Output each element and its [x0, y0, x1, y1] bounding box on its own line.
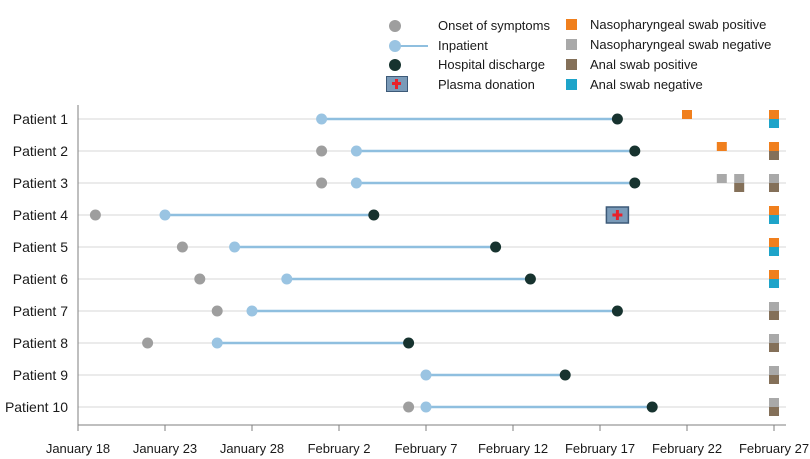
legend-np-neg: Nasopharyngeal swab negative [564, 37, 771, 52]
x-tick-label: January 18 [46, 441, 110, 456]
anal-positive-swatch-icon [564, 58, 582, 72]
patient-label: Patient 4 [13, 207, 68, 223]
legend-anal-neg: Anal swab negative [564, 77, 703, 92]
np-swab-positive [769, 270, 779, 279]
discharge-point [559, 369, 571, 381]
inpatient-marker-icon [386, 39, 428, 53]
admission-point [420, 401, 432, 413]
anal-swab-positive [769, 375, 779, 384]
patient-label: Patient 7 [13, 303, 68, 319]
discharge-point [368, 209, 380, 221]
np-swab-negative [769, 334, 779, 343]
anal-swab-positive [769, 343, 779, 352]
admission-point [281, 273, 293, 285]
admission-point [420, 369, 432, 381]
patient-label: Patient 10 [5, 399, 68, 415]
legend-plasma: Plasma donation [386, 76, 535, 92]
onset-marker-icon [386, 19, 404, 33]
np-swab-positive [769, 206, 779, 215]
admission-point [350, 177, 362, 189]
legend-anal-pos-label: Anal swab positive [590, 57, 698, 72]
admission-point [246, 305, 258, 317]
np-swab-positive [769, 142, 779, 151]
anal-swab-positive [769, 183, 779, 192]
legend-inpatient-label: Inpatient [438, 38, 488, 53]
onset-point [316, 145, 328, 157]
anal-swab-negative [769, 215, 779, 224]
x-tick-label: February 17 [565, 441, 635, 456]
legend-onset-label: Onset of symptoms [438, 18, 550, 33]
x-tick-label: February 7 [395, 441, 458, 456]
legend-inpatient: Inpatient [386, 38, 488, 53]
anal-swab-positive [769, 311, 779, 320]
x-tick-label: February 2 [308, 441, 371, 456]
plasma-donation-icon [386, 76, 410, 92]
admission-point [159, 209, 171, 221]
np-swab-negative [716, 174, 727, 183]
discharge-point [611, 305, 623, 317]
onset-point [176, 241, 188, 253]
onset-point [89, 209, 101, 221]
discharge-point [524, 273, 536, 285]
np-swab-positive [682, 110, 692, 119]
onset-point [211, 305, 223, 317]
admission-point [350, 145, 362, 157]
anal-swab-positive [734, 183, 745, 192]
discharge-point [490, 241, 502, 253]
legend-discharge-label: Hospital discharge [438, 57, 545, 72]
np-swab-negative [769, 398, 779, 407]
admission-point [211, 337, 223, 349]
np-positive-swatch-icon [564, 18, 582, 32]
discharge-point [403, 337, 415, 349]
patient-label: Patient 6 [13, 271, 68, 287]
legend-anal-pos: Anal swab positive [564, 57, 698, 72]
legend-onset: Onset of symptoms [386, 18, 550, 33]
np-swab-negative [734, 174, 745, 183]
patient-label: Patient 5 [13, 239, 68, 255]
onset-point [316, 177, 328, 189]
anal-swab-positive [769, 151, 779, 160]
patient-label: Patient 1 [13, 111, 68, 127]
discharge-marker-icon [386, 58, 404, 72]
legend-np-neg-label: Nasopharyngeal swab negative [590, 37, 772, 52]
patient-label: Patient 9 [13, 367, 68, 383]
anal-swab-negative [769, 119, 779, 128]
patient-label: Patient 8 [13, 335, 68, 351]
np-swab-positive [769, 238, 779, 247]
np-swab-negative [769, 174, 779, 183]
patient-label: Patient 3 [13, 175, 68, 191]
legend-anal-neg-label: Anal swab negative [590, 77, 703, 92]
onset-point [194, 273, 206, 285]
legend-discharge: Hospital discharge [386, 57, 545, 72]
anal-negative-swatch-icon [564, 78, 582, 92]
legend-np-pos-label: Nasopharyngeal swab positive [590, 17, 767, 32]
np-swab-negative [769, 302, 779, 311]
onset-point [142, 337, 154, 349]
np-negative-swatch-icon [564, 38, 582, 52]
x-tick-label: February 12 [478, 441, 548, 456]
x-tick-label: January 23 [133, 441, 197, 456]
discharge-point [629, 177, 641, 189]
onset-point [403, 401, 415, 413]
admission-point [316, 113, 328, 125]
anal-swab-positive [769, 407, 779, 416]
patient-label: Patient 2 [13, 143, 68, 159]
np-swab-positive [769, 110, 779, 119]
legend-plasma-label: Plasma donation [438, 76, 535, 92]
x-tick-label: February 27 [739, 441, 809, 456]
anal-swab-negative [769, 247, 779, 256]
discharge-point [611, 113, 623, 125]
discharge-point [629, 145, 641, 157]
anal-swab-negative [769, 279, 779, 288]
np-swab-positive [716, 142, 727, 151]
np-swab-negative [769, 366, 779, 375]
discharge-point [646, 401, 658, 413]
legend: Onset of symptoms Inpatient Hospital dis… [0, 0, 810, 100]
admission-point [229, 241, 241, 253]
x-tick-label: February 22 [652, 441, 722, 456]
x-tick-label: January 28 [220, 441, 284, 456]
legend-np-pos: Nasopharyngeal swab positive [564, 17, 766, 32]
plasma-cross-horizontal [612, 213, 623, 217]
